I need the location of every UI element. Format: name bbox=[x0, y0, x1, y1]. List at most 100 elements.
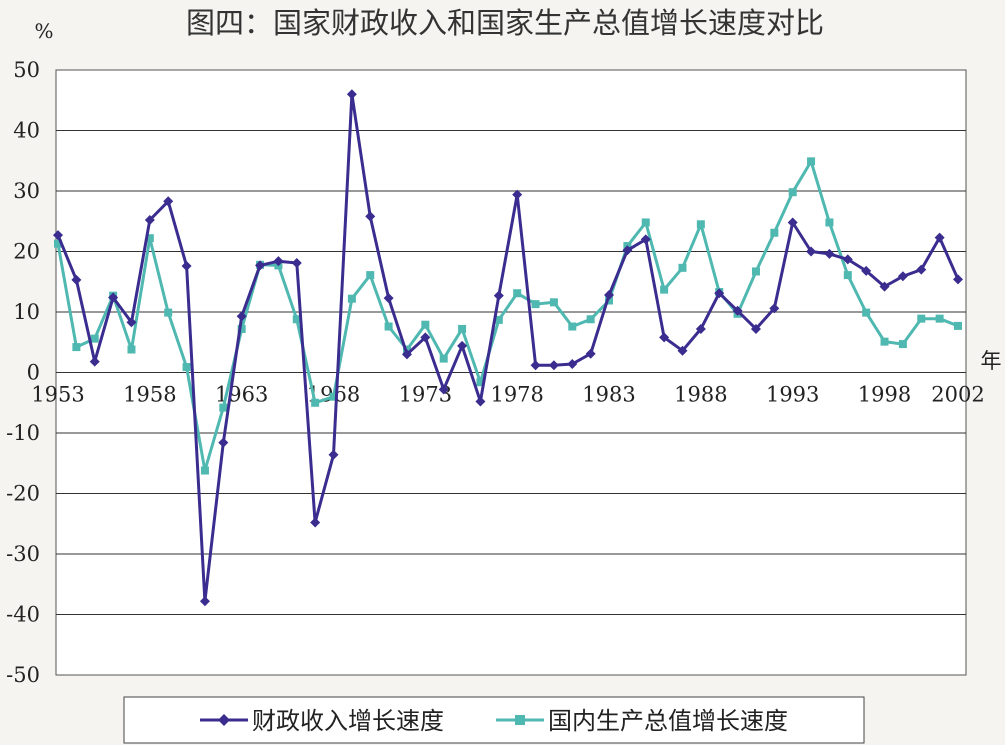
data-point bbox=[182, 363, 191, 372]
y-tick-label: -50 bbox=[6, 663, 40, 687]
data-point bbox=[328, 449, 339, 460]
data-point bbox=[696, 220, 705, 229]
data-point bbox=[770, 228, 779, 237]
data-point bbox=[934, 232, 945, 243]
data-point bbox=[806, 246, 817, 257]
data-point bbox=[659, 332, 670, 343]
data-point bbox=[457, 340, 468, 351]
data-point bbox=[164, 308, 173, 317]
data-point bbox=[879, 281, 890, 292]
data-point bbox=[53, 230, 63, 241]
data-point bbox=[310, 517, 321, 528]
data-point bbox=[199, 596, 210, 607]
y-tick-label: -10 bbox=[6, 421, 40, 445]
data-point bbox=[568, 322, 577, 331]
chart-title: 图四：国家财政收入和国家生产总值增长速度对比 bbox=[186, 6, 824, 40]
data-point bbox=[862, 308, 871, 317]
y-tick-label: 40 bbox=[13, 119, 40, 143]
data-point bbox=[898, 340, 907, 349]
data-point bbox=[586, 315, 595, 324]
data-point bbox=[549, 298, 558, 307]
data-point bbox=[622, 245, 633, 256]
data-point bbox=[916, 264, 927, 275]
data-point bbox=[807, 157, 816, 166]
data-point bbox=[200, 466, 209, 475]
data-point bbox=[237, 324, 246, 333]
data-point bbox=[421, 320, 430, 329]
data-point bbox=[604, 290, 615, 301]
x-tick-label: 1978 bbox=[490, 383, 543, 407]
series-layer bbox=[53, 89, 963, 607]
data-point bbox=[677, 345, 688, 356]
legend-item-2: 国内生产总值增长速度 bbox=[496, 707, 788, 735]
x-tick-label: 2002 bbox=[931, 383, 984, 407]
data-point bbox=[145, 234, 154, 243]
data-point bbox=[695, 323, 706, 334]
x-tick-label: 1958 bbox=[123, 383, 176, 407]
data-point bbox=[54, 239, 62, 248]
legend-label: 国内生产总值增长速度 bbox=[548, 707, 788, 735]
y-tick-label: 50 bbox=[13, 58, 40, 82]
data-point bbox=[458, 324, 467, 333]
data-point bbox=[750, 323, 761, 334]
data-point bbox=[494, 315, 503, 324]
data-point bbox=[512, 189, 523, 200]
data-point bbox=[439, 354, 448, 363]
grid bbox=[56, 130, 966, 615]
data-point bbox=[660, 285, 669, 294]
data-point bbox=[89, 356, 100, 367]
data-point bbox=[788, 188, 797, 197]
data-point bbox=[90, 334, 99, 343]
y-tick-label: -40 bbox=[6, 603, 40, 627]
data-point bbox=[126, 317, 137, 328]
data-point bbox=[585, 348, 596, 359]
y-tick-label: 20 bbox=[13, 240, 40, 264]
data-point bbox=[236, 311, 247, 322]
x-axis-unit-label: 年 bbox=[981, 349, 1002, 373]
data-point bbox=[917, 314, 926, 323]
data-point bbox=[420, 332, 431, 343]
legend: 财政收入增长速度 国内生产总值增长速度 bbox=[123, 696, 865, 744]
data-point bbox=[714, 288, 725, 299]
y-axis-unit-label: % bbox=[34, 19, 53, 43]
legend-item-1: 财政收入增长速度 bbox=[200, 707, 444, 735]
data-point bbox=[493, 290, 504, 301]
data-point bbox=[824, 248, 835, 259]
data-point bbox=[825, 218, 834, 227]
data-point bbox=[401, 349, 412, 360]
y-tick-label: 10 bbox=[13, 300, 40, 324]
data-point bbox=[843, 271, 852, 280]
data-point bbox=[897, 271, 908, 282]
series-2 bbox=[54, 157, 962, 475]
data-point bbox=[218, 437, 229, 448]
data-point bbox=[72, 343, 81, 352]
data-point bbox=[292, 315, 301, 324]
data-point bbox=[476, 378, 485, 387]
data-point bbox=[384, 322, 393, 331]
data-point bbox=[530, 360, 541, 371]
series-1 bbox=[53, 89, 963, 607]
data-point bbox=[291, 257, 302, 268]
data-point bbox=[548, 360, 559, 371]
x-tick-label: 1988 bbox=[674, 383, 727, 407]
data-point bbox=[181, 261, 192, 272]
y-axis-ticks: 50 40 30 20 10 0 -10 -20 -30 -40 -50 bbox=[6, 58, 40, 687]
legend-label: 财政收入增长速度 bbox=[252, 707, 444, 735]
data-point bbox=[678, 263, 687, 272]
data-point bbox=[641, 218, 650, 227]
data-point bbox=[531, 300, 540, 309]
data-point bbox=[640, 234, 651, 245]
data-point bbox=[861, 265, 872, 276]
data-point bbox=[329, 392, 338, 401]
y-tick-label: 30 bbox=[13, 179, 40, 203]
data-point bbox=[787, 217, 798, 228]
data-point bbox=[769, 303, 780, 314]
x-tick-label: 1993 bbox=[766, 383, 819, 407]
data-point bbox=[475, 396, 486, 407]
y-tick-label: -20 bbox=[6, 482, 40, 506]
data-point bbox=[163, 196, 174, 207]
data-point bbox=[365, 211, 376, 222]
data-point bbox=[127, 345, 136, 354]
data-point bbox=[219, 403, 228, 412]
